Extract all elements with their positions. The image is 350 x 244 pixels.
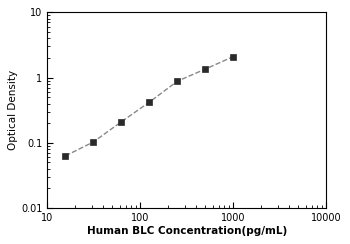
X-axis label: Human BLC Concentration(pg/mL): Human BLC Concentration(pg/mL) xyxy=(87,226,287,236)
Y-axis label: Optical Density: Optical Density xyxy=(8,70,18,150)
